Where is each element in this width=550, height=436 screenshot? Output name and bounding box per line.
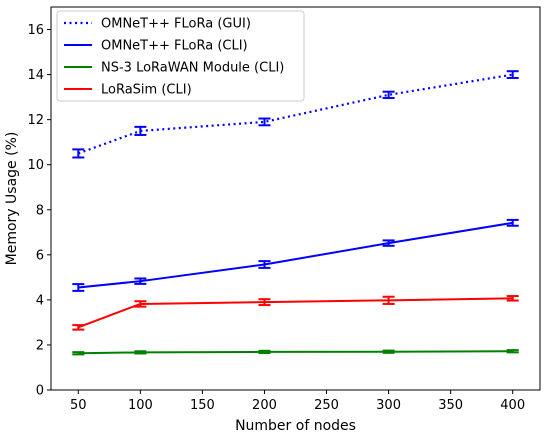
error-bar xyxy=(506,295,519,302)
error-bar xyxy=(134,350,147,355)
series-line xyxy=(77,73,513,155)
y-tick-label: 2 xyxy=(36,338,44,353)
error-bar xyxy=(506,70,519,79)
legend-entry: OMNeT++ FLoRa (GUI) xyxy=(64,17,251,32)
series-0 xyxy=(72,70,519,159)
legend-entry: NS-3 LoRaWAN Module (CLI) xyxy=(64,61,284,76)
y-axis-label: Memory Usage (%) xyxy=(4,132,20,266)
error-bar xyxy=(72,351,85,356)
x-tick-label: 300 xyxy=(376,398,401,413)
legend-label: LoRaSim (CLI) xyxy=(101,83,192,98)
series-1 xyxy=(72,218,519,292)
legend-label: NS-3 LoRaWAN Module (CLI) xyxy=(101,61,284,76)
series-layer xyxy=(72,70,519,356)
x-tick-label: 200 xyxy=(252,398,277,413)
error-bar xyxy=(382,349,395,354)
legend-box xyxy=(56,10,305,102)
x-tick-label: 400 xyxy=(500,398,525,413)
x-tick-label: 350 xyxy=(438,398,463,413)
error-bar xyxy=(506,218,519,227)
error-bar xyxy=(134,300,147,308)
error-bar xyxy=(134,125,147,136)
x-axis-label: Number of nodes xyxy=(235,418,356,434)
y-tick-label: 12 xyxy=(27,113,44,128)
y-tick-label: 14 xyxy=(27,68,44,83)
error-bar xyxy=(72,324,85,331)
error-bar xyxy=(134,277,147,285)
x-tick-label: 250 xyxy=(314,398,339,413)
error-bar xyxy=(72,148,85,159)
error-bar xyxy=(258,349,271,355)
error-bar xyxy=(258,260,271,269)
y-axis: 0 2 4 6 8 10 12 14 16 xyxy=(27,23,51,399)
error-bar xyxy=(258,117,271,127)
legend-label: OMNeT++ FLoRa (CLI) xyxy=(101,39,248,54)
error-bar xyxy=(506,349,519,354)
series-2 xyxy=(72,349,519,356)
legend-entry: OMNeT++ FLoRa (CLI) xyxy=(64,39,248,54)
series-3 xyxy=(72,295,519,331)
x-tick-label: 50 xyxy=(70,398,87,413)
plot-area xyxy=(50,6,541,391)
legend: OMNeT++ FLoRa (GUI) OMNeT++ FLoRa (CLI) NS… xyxy=(56,10,305,102)
x-axis: 50 100 150 200 250 300 350 400 xyxy=(70,390,525,413)
y-tick-label: 8 xyxy=(36,203,44,218)
error-bar xyxy=(258,298,271,307)
error-bar xyxy=(382,295,395,305)
y-tick-label: 6 xyxy=(36,248,44,263)
legend-entry: LoRaSim (CLI) xyxy=(64,83,192,98)
series-line xyxy=(77,297,513,329)
y-tick-label: 0 xyxy=(36,384,44,399)
y-tick-label: 10 xyxy=(27,158,44,173)
x-tick-label: 100 xyxy=(128,398,153,413)
y-tick-label: 4 xyxy=(36,293,44,308)
error-bar xyxy=(382,90,395,100)
legend-label: OMNeT++ FLoRa (GUI) xyxy=(101,17,251,32)
y-tick-label: 16 xyxy=(27,23,44,38)
error-bar xyxy=(72,283,85,292)
x-tick-label: 150 xyxy=(190,398,215,413)
error-bar xyxy=(382,239,395,247)
